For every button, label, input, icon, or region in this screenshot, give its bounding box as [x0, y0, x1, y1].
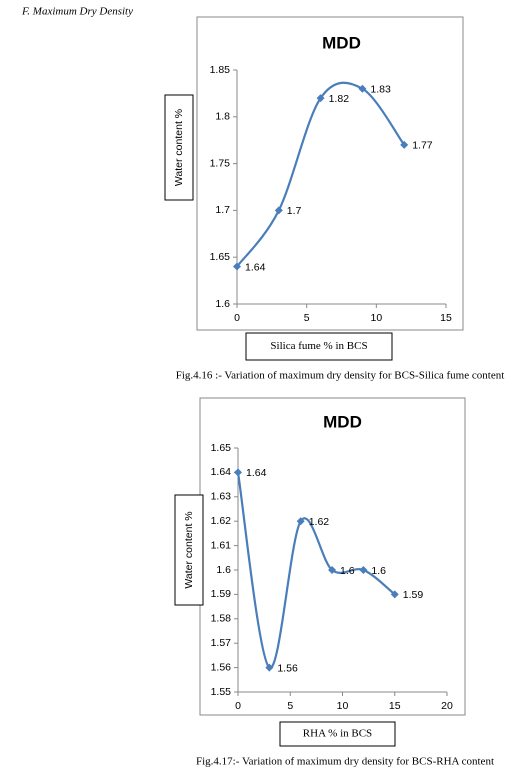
- y-label-box: [174, 494, 204, 606]
- data-point: [390, 590, 399, 599]
- figure-caption: Fig.4.16 :- Variation of maximum dry den…: [176, 370, 505, 382]
- y-tick-label: 1.63: [211, 491, 232, 503]
- data-label: 1.59: [403, 589, 424, 601]
- y-tick-label: 1.6: [216, 564, 231, 576]
- y-tick-label: 1.75: [210, 157, 231, 169]
- y-tick-label: 1.65: [210, 251, 231, 263]
- y-tick-label: 1.58: [211, 613, 232, 625]
- x-axis-label: RHA % in BCS: [303, 728, 372, 740]
- data-point: [265, 663, 274, 672]
- y-tick-label: 1.6: [215, 298, 230, 310]
- chart-title: MDD: [323, 412, 362, 431]
- data-point: [316, 94, 325, 103]
- y-tick-label: 1.57: [211, 637, 232, 649]
- x-tick-label: 0: [235, 700, 241, 712]
- x-tick-label: 5: [304, 312, 310, 324]
- data-label: 1.77: [412, 140, 433, 152]
- data-line: [236, 81, 406, 268]
- x-tick-label: 20: [441, 700, 453, 712]
- data-label: 1.82: [329, 93, 350, 105]
- y-tick-label: 1.62: [211, 515, 232, 527]
- data-point: [234, 468, 242, 477]
- data-point: [358, 84, 367, 93]
- x-tick-label: 0: [234, 312, 240, 324]
- data-point: [296, 517, 305, 526]
- data-label: 1.83: [370, 84, 391, 96]
- y-label-box: [164, 94, 194, 201]
- x-label-box: [279, 721, 396, 747]
- x-tick-label: 5: [287, 700, 293, 712]
- x-tick-label: 15: [440, 312, 452, 324]
- y-tick-label: 1.55: [211, 686, 232, 698]
- data-point: [233, 262, 241, 271]
- data-label: 1.64: [246, 467, 267, 479]
- section-heading: F. Maximum Dry Density: [21, 6, 133, 18]
- data-point: [328, 566, 337, 574]
- y-tick-label: 1.85: [210, 64, 231, 76]
- data-point: [400, 140, 409, 149]
- data-label: 1.6: [371, 565, 386, 577]
- x-axis-label: Silica fume % in BCS: [270, 340, 367, 352]
- figure-caption: Fig.4.17:- Variation of maximum dry dens…: [196, 756, 494, 768]
- data-label: 1.56: [277, 662, 298, 674]
- x-tick-label: 10: [337, 700, 349, 712]
- y-tick-label: 1.65: [211, 442, 232, 454]
- y-tick-label: 1.7: [215, 204, 230, 216]
- x-tick-label: 15: [389, 700, 401, 712]
- chart-frame: [196, 16, 464, 331]
- y-tick-label: 1.56: [211, 661, 232, 673]
- data-label: 1.64: [245, 261, 266, 273]
- y-tick-label: 1.64: [211, 466, 232, 478]
- data-label: 1.7: [287, 205, 302, 217]
- y-tick-label: 1.59: [211, 588, 232, 600]
- y-axis-label: Water content %: [183, 511, 195, 588]
- data-point: [359, 566, 368, 574]
- y-axis-label: Water content %: [173, 109, 185, 186]
- data-label: 1.62: [309, 516, 330, 528]
- data-point: [274, 206, 283, 215]
- chart-frame: [199, 397, 466, 716]
- y-tick-label: 1.61: [211, 539, 232, 551]
- y-tick-label: 1.8: [215, 111, 230, 123]
- data-label: 1.6: [340, 565, 355, 577]
- x-label-box: [245, 332, 393, 361]
- x-tick-label: 10: [370, 312, 382, 324]
- chart-title: MDD: [322, 33, 361, 52]
